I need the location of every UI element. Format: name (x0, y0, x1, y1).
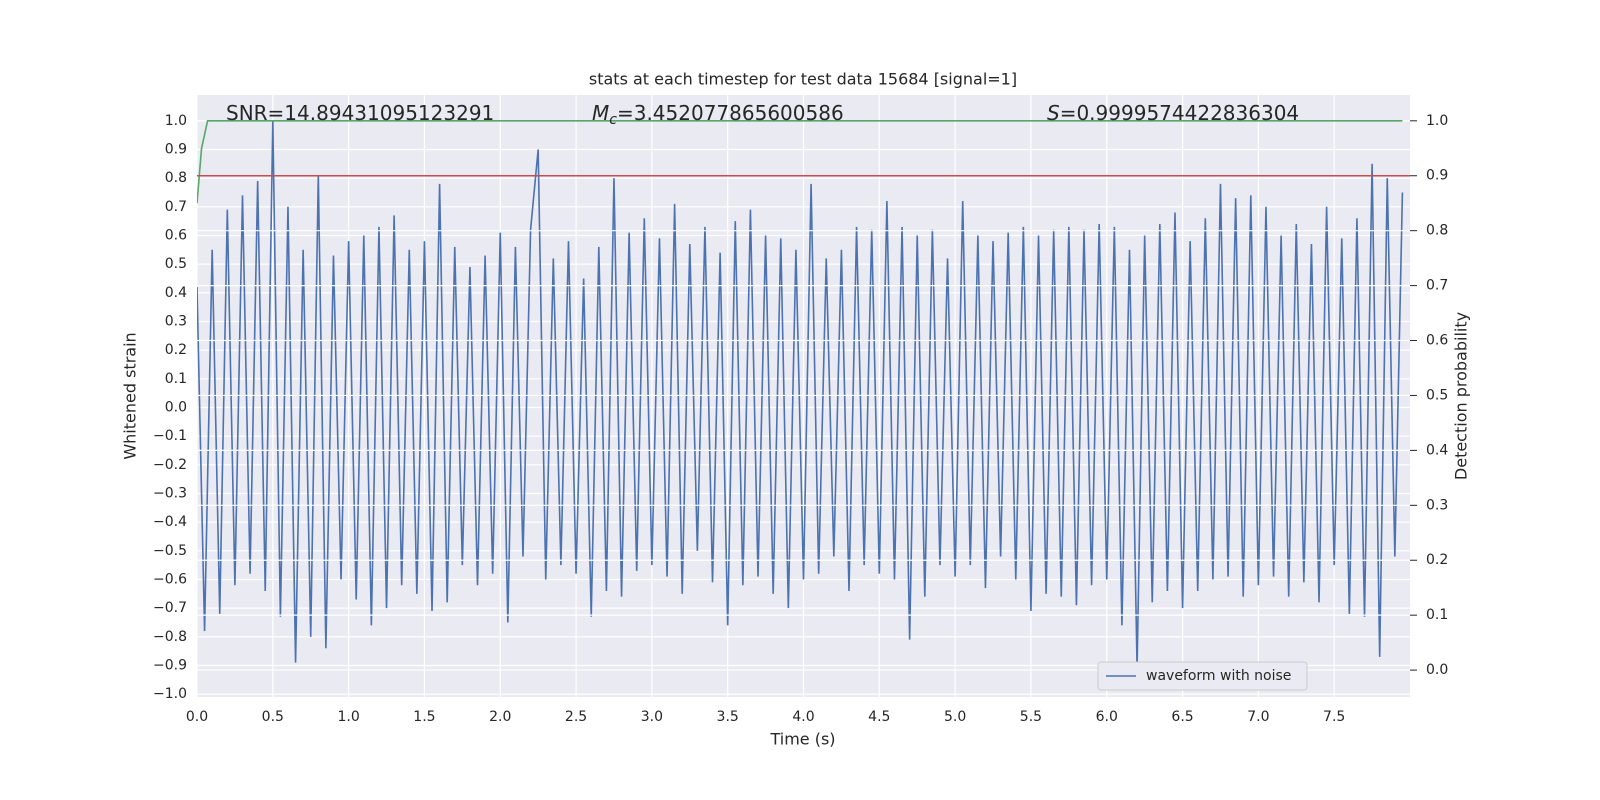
y2-tick-label: 0.7 (1426, 278, 1448, 294)
annotation: S=0.9999574422836304 (1047, 101, 1299, 125)
x-tick-label: 5.0 (944, 709, 966, 725)
y2-tick-label: 0.3 (1426, 497, 1448, 513)
y-tick-label: 0.8 (165, 170, 187, 186)
y2-tick-label: 0.0 (1426, 662, 1448, 678)
y-tick-label: 0.5 (165, 256, 187, 272)
annotation-part: =0.9999574422836304 (1060, 101, 1299, 125)
y2-tick-label: 0.2 (1426, 552, 1448, 568)
y-tick-label: −0.5 (153, 543, 187, 559)
x-tick-label: 4.0 (792, 709, 814, 725)
annotation-part: S (1047, 101, 1060, 125)
y-tick-label: 0.7 (165, 199, 187, 215)
y-tick-label: 0.9 (165, 141, 187, 157)
y2-tick-label: 0.1 (1426, 607, 1448, 623)
legend-label: waveform with noise (1146, 668, 1291, 684)
annotation: SNR=14.89431095123291 (226, 101, 494, 125)
y2-tick-label: 1.0 (1426, 113, 1448, 129)
x-tick-label: 0.5 (262, 709, 284, 725)
y-tick-label: 0.3 (165, 313, 187, 329)
y-tick-label: −0.6 (153, 571, 187, 587)
x-tick-label: 3.0 (641, 709, 663, 725)
x-tick-label: 1.0 (337, 709, 359, 725)
y2-tick-label: 0.8 (1426, 223, 1448, 239)
y-tick-label: −0.8 (153, 629, 187, 645)
y-tick-label: 1.0 (165, 113, 187, 129)
y-tick-label: −0.4 (153, 514, 187, 530)
x-tick-label: 7.5 (1323, 709, 1345, 725)
x-tick-label: 6.0 (1096, 709, 1118, 725)
x-tick-label: 0.0 (186, 709, 208, 725)
y2-tick-label: 0.4 (1426, 442, 1448, 458)
y-tick-label: −0.3 (153, 485, 187, 501)
x-tick-label: 6.5 (1171, 709, 1193, 725)
x-tick-label: 4.5 (868, 709, 890, 725)
series-line (197, 120, 1404, 669)
annotation: Mc=3.452077865600586 (592, 101, 844, 129)
y2-axis-label: Detection probability (1452, 312, 1471, 480)
annotation-part: SNR=14.89431095123291 (226, 101, 494, 125)
y-axis-label: Whitened strain (121, 332, 140, 459)
x-axis-label: Time (s) (769, 730, 835, 749)
y-tick-label: 0.4 (165, 285, 187, 301)
y-tick-label: −0.7 (153, 600, 187, 616)
x-tick-label: 1.5 (413, 709, 435, 725)
x-tick-label: 2.5 (565, 709, 587, 725)
y-tick-label: −0.1 (153, 428, 187, 444)
chart-title: stats at each timestep for test data 156… (589, 70, 1017, 89)
y-tick-label: 0.1 (165, 371, 187, 387)
x-tick-label: 7.0 (1247, 709, 1269, 725)
y2-tick-label: 0.5 (1426, 387, 1448, 403)
legend-box (1097, 661, 1308, 691)
annotation-part: M (592, 101, 609, 125)
y2-tick-label: 0.6 (1426, 333, 1448, 349)
x-tick-label: 2.0 (489, 709, 511, 725)
y-tick-label: −0.2 (153, 457, 187, 473)
y2-tick-label: 0.9 (1426, 168, 1448, 184)
y-tick-label: −1.0 (153, 686, 187, 702)
y-tick-label: 0.0 (165, 399, 187, 415)
y-tick-label: 0.2 (165, 342, 187, 358)
annotation-part: =3.452077865600586 (617, 101, 844, 125)
y-tick-label: 0.6 (165, 227, 187, 243)
x-tick-label: 5.5 (1020, 709, 1042, 725)
annotation-part: c (609, 112, 617, 128)
x-tick-label: 3.5 (717, 709, 739, 725)
y-tick-label: −0.9 (153, 657, 187, 673)
